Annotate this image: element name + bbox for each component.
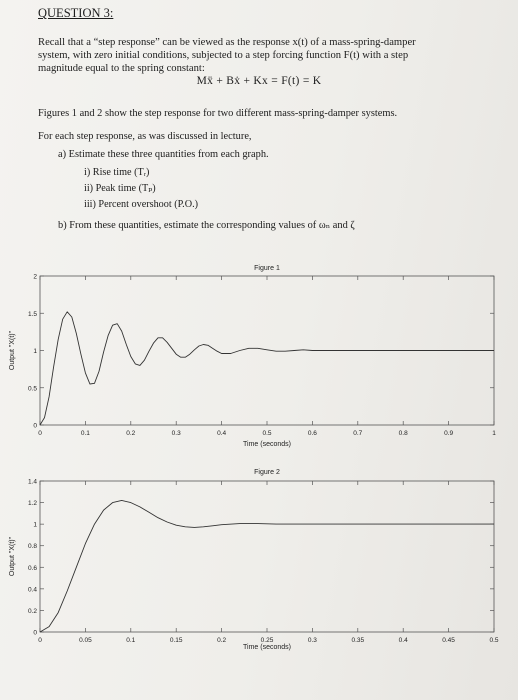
x-tick-label: 0.5: [489, 637, 498, 644]
figure-2: Figure 2 Time (seconds) Output "X(t)" 0 0.05…: [9, 469, 499, 651]
intro-line-1: Recall that a “step response” can be vie…: [38, 37, 416, 48]
x-tick-label: 0.9: [444, 430, 453, 437]
intro-paragraph: Recall that a “step response” can be vie…: [38, 36, 478, 75]
y-tick-label: 0: [33, 423, 37, 430]
chart-title: Figure 1: [254, 265, 280, 272]
figures-description: Figures 1 and 2 show the step response f…: [38, 108, 398, 119]
part-a-item-2: ii) Peak time (Tₚ): [84, 183, 156, 194]
y-tick-label: 1: [33, 522, 37, 529]
x-tick-label: 0.3: [308, 637, 317, 644]
part-b: b) From these quantities, estimate the c…: [58, 220, 355, 231]
x-axis-label: Time (seconds): [243, 644, 291, 651]
instructions: For each step response, as was discussed…: [38, 131, 252, 142]
intro-line-3: magnitude equal to the spring constant:: [38, 63, 205, 74]
y-tick-label: 0.8: [28, 543, 37, 550]
intro-line-2: system, with zero initial conditions, su…: [38, 50, 409, 61]
x-tick-label: 0.25: [261, 637, 274, 644]
x-tick-label: 0.2: [217, 637, 226, 644]
y-tick-label: 2: [33, 274, 37, 281]
y-tick-label: 1.2: [28, 500, 37, 507]
x-tick-label: 0.7: [353, 430, 362, 437]
x-tick-label: 0: [38, 430, 42, 437]
x-tick-label: 0.15: [170, 637, 183, 644]
x-tick-label: 0.45: [442, 637, 455, 644]
x-tick-label: 0.4: [217, 430, 226, 437]
x-tick-label: 0.35: [351, 637, 364, 644]
y-tick-label: 0.5: [28, 385, 37, 392]
y-tick-label: 1.4: [28, 479, 37, 486]
x-tick-label: 0.2: [126, 430, 135, 437]
series-line: [39, 311, 494, 426]
y-axis-label: Output "X(t)": [9, 330, 16, 370]
y-axis-label: Output "X(t)": [9, 536, 16, 576]
x-tick-label: 0.4: [399, 637, 408, 644]
x-tick-label: 0.05: [79, 637, 92, 644]
y-tick-label: 0: [33, 630, 37, 637]
x-tick-label: 0.8: [399, 430, 408, 437]
y-tick-label: 0.6: [28, 565, 37, 572]
plot-frame: [39, 480, 495, 633]
part-a-item-1: i) Rise time (Tᵣ): [84, 167, 150, 178]
series-line: [39, 499, 494, 633]
x-tick-label: 0.6: [308, 430, 317, 437]
x-axis-label: Time (seconds): [243, 441, 291, 448]
x-tick-label: 0.3: [172, 430, 181, 437]
x-tick-label: 0.1: [126, 637, 135, 644]
figure-1: Figure 1 Time (seconds) Output "X(t)" 0 0.1 0…: [9, 265, 496, 448]
x-tick-label: 0.5: [262, 430, 271, 437]
x-tick-label: 0.1: [81, 430, 90, 437]
chart-title: Figure 2: [254, 469, 280, 476]
equation: Mẍ + Bẋ + Kx = F(t) = K: [196, 75, 322, 87]
part-a: a) Estimate these three quantities from …: [58, 149, 269, 160]
y-tick-label: 0.4: [28, 586, 37, 593]
y-tick-label: 0.2: [28, 608, 37, 615]
x-tick-label: 1: [492, 430, 496, 437]
part-a-item-3: iii) Percent overshoot (P.O.): [84, 199, 199, 210]
y-tick-label: 1.5: [28, 311, 37, 318]
y-tick-label: 1: [33, 348, 37, 355]
question-title: QUESTION 3:: [38, 6, 114, 20]
x-tick-label: 0: [38, 637, 42, 644]
